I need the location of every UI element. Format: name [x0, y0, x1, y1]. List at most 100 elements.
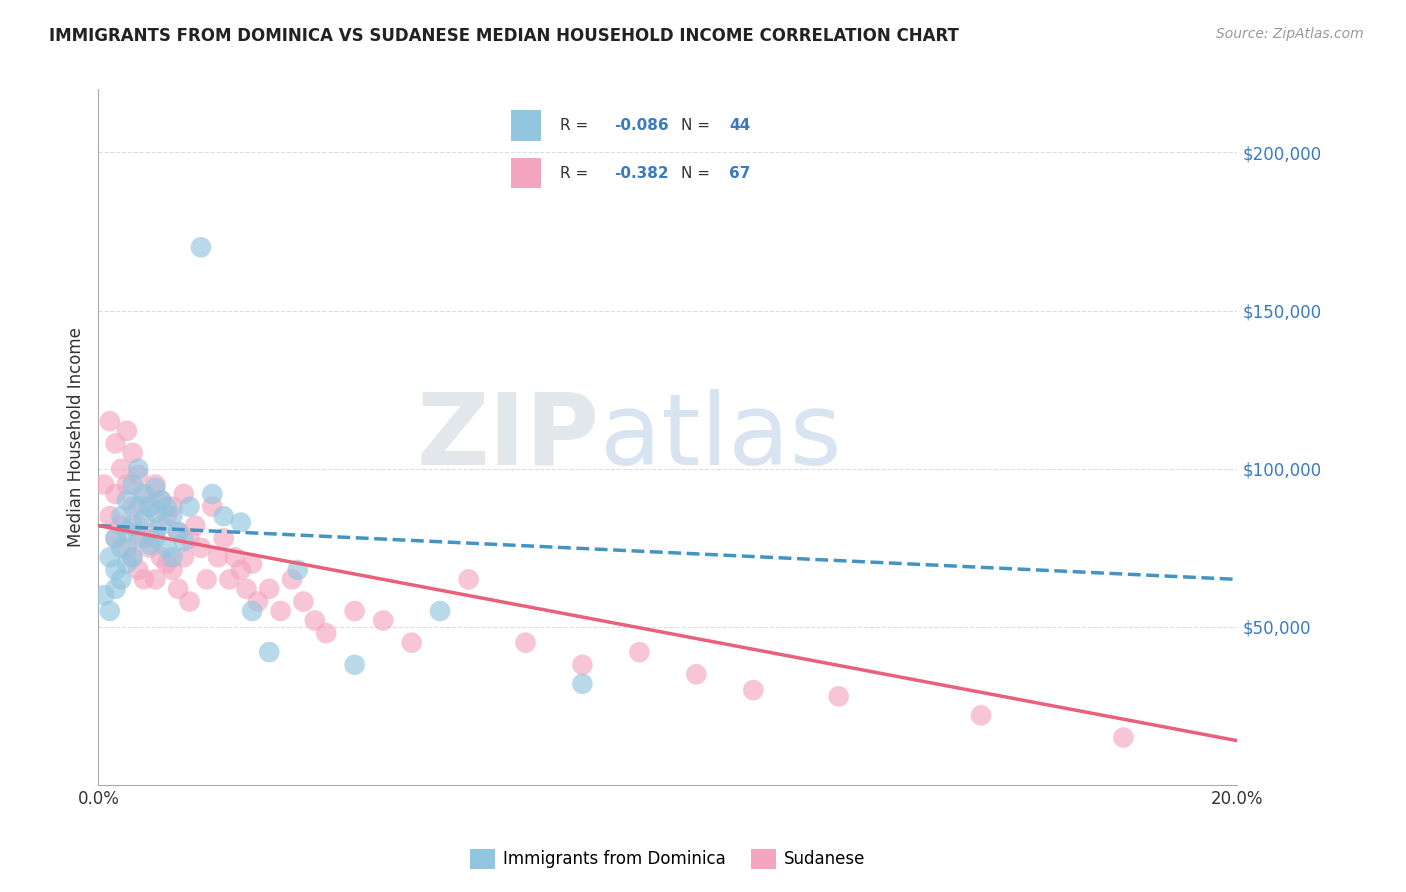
Point: [212, 509, 235, 524]
Point: [138, 538, 160, 552]
Point: [162, 509, 184, 524]
Text: Source: ZipAtlas.com: Source: ZipAtlas.com: [1216, 27, 1364, 41]
Point: [132, 512, 155, 526]
Point: [121, 550, 143, 565]
Point: [173, 487, 195, 501]
Point: [150, 518, 173, 533]
Point: [373, 614, 395, 628]
Point: [104, 487, 127, 501]
Point: [190, 240, 212, 254]
Point: [98, 550, 121, 565]
Point: [201, 487, 224, 501]
Point: [150, 550, 173, 565]
Point: [110, 573, 132, 587]
Point: [571, 657, 593, 672]
Point: [287, 563, 309, 577]
Point: [162, 550, 184, 565]
Point: [110, 461, 132, 475]
Point: [457, 573, 479, 587]
Point: [628, 645, 651, 659]
Point: [179, 500, 201, 514]
Point: [110, 518, 132, 533]
Point: [121, 518, 143, 533]
Text: N =: N =: [681, 166, 714, 180]
Point: [828, 690, 851, 704]
Point: [235, 582, 257, 596]
Bar: [512, 111, 541, 141]
Point: [190, 541, 212, 555]
Point: [156, 557, 179, 571]
Point: [104, 436, 127, 450]
Point: [145, 531, 167, 545]
Point: [970, 708, 993, 723]
Point: [201, 500, 224, 514]
Point: [115, 541, 138, 555]
Point: [132, 531, 155, 545]
Point: [98, 604, 121, 618]
Point: [240, 604, 263, 618]
Point: [115, 493, 138, 508]
Point: [156, 509, 179, 524]
Point: [162, 563, 184, 577]
Point: [167, 524, 190, 539]
Point: [115, 557, 138, 571]
Text: 44: 44: [728, 119, 751, 133]
Point: [343, 657, 366, 672]
Point: [742, 683, 765, 698]
Point: [156, 500, 179, 514]
Point: [132, 487, 155, 501]
Point: [145, 481, 167, 495]
Legend: Immigrants from Dominica, Sudanese: Immigrants from Dominica, Sudanese: [464, 842, 872, 876]
Point: [138, 500, 160, 514]
Text: N =: N =: [681, 119, 714, 133]
Point: [145, 573, 167, 587]
Point: [571, 677, 593, 691]
Point: [145, 506, 167, 520]
Point: [167, 582, 190, 596]
Point: [281, 573, 304, 587]
Point: [121, 446, 143, 460]
Point: [212, 531, 235, 545]
Point: [138, 500, 160, 514]
Point: [270, 604, 292, 618]
Point: [246, 594, 269, 608]
Point: [121, 477, 143, 491]
Text: ZIP: ZIP: [416, 389, 599, 485]
Point: [98, 509, 121, 524]
Point: [1112, 731, 1135, 745]
Point: [173, 550, 195, 565]
Point: [401, 635, 423, 649]
Point: [207, 550, 229, 565]
Point: [259, 645, 281, 659]
Point: [115, 477, 138, 491]
Point: [121, 550, 143, 565]
Point: [127, 518, 149, 533]
Point: [162, 500, 184, 514]
Point: [104, 582, 127, 596]
Point: [104, 531, 127, 545]
Point: [127, 531, 149, 545]
Point: [127, 500, 149, 514]
Text: R =: R =: [560, 166, 593, 180]
Point: [93, 477, 115, 491]
Point: [429, 604, 451, 618]
Point: [173, 534, 195, 549]
Y-axis label: Median Household Income: Median Household Income: [66, 327, 84, 547]
Point: [127, 468, 149, 483]
Point: [184, 518, 207, 533]
Point: [93, 588, 115, 602]
Point: [304, 614, 326, 628]
Bar: [512, 158, 541, 188]
Text: -0.086: -0.086: [614, 119, 669, 133]
Point: [259, 582, 281, 596]
Point: [218, 573, 240, 587]
Text: -0.382: -0.382: [614, 166, 669, 180]
Point: [515, 635, 537, 649]
Point: [127, 563, 149, 577]
Point: [132, 573, 155, 587]
Point: [195, 573, 218, 587]
Point: [229, 563, 252, 577]
Point: [115, 524, 138, 539]
Point: [156, 541, 179, 555]
Point: [167, 524, 190, 539]
